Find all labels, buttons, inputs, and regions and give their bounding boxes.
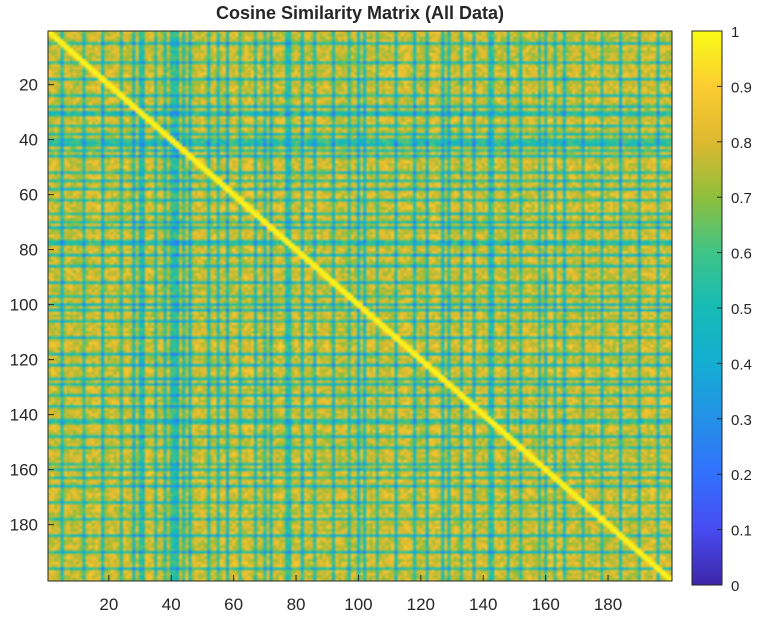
colorbar: 0 0.1 0.2 0.3 0.4 0.5 0.6 0.7 0.8 0.9 1 xyxy=(691,24,752,595)
y-tick-label: 40 xyxy=(19,131,38,150)
plot-frame xyxy=(47,30,673,582)
y-tick-label: 160 xyxy=(10,461,38,480)
chart-title: Cosine Similarity Matrix (All Data) xyxy=(216,3,504,23)
y-tick-label: 140 xyxy=(10,406,38,425)
y-tick-label: 100 xyxy=(10,296,38,315)
colorbar-tick-label: 0.2 xyxy=(731,467,752,484)
colorbar-tick-label: 0.4 xyxy=(731,356,752,373)
colorbar-tick-label: 0.6 xyxy=(731,246,752,263)
x-tick-label: 80 xyxy=(287,595,306,614)
heatmap-image xyxy=(48,31,672,581)
x-tick-label: 40 xyxy=(162,595,181,614)
colorbar-tick-label: 1 xyxy=(731,24,739,41)
x-tick-label: 60 xyxy=(224,595,243,614)
x-tick-label: 140 xyxy=(469,595,497,614)
x-tick-label: 20 xyxy=(99,595,118,614)
colorbar-tick-label: 0.1 xyxy=(731,523,752,540)
y-tick-label: 180 xyxy=(10,516,38,535)
x-tick-label: 160 xyxy=(531,595,559,614)
x-axis: 20 40 60 80 100 120 140 160 180 xyxy=(99,575,622,614)
x-tick-label: 100 xyxy=(344,595,372,614)
colorbar-tick-label: 0.8 xyxy=(731,135,752,152)
colorbar-tick-label: 0 xyxy=(731,578,739,595)
heatmap-plot-area xyxy=(47,30,673,582)
x-tick-label: 120 xyxy=(407,595,435,614)
y-tick-label: 60 xyxy=(19,186,38,205)
colorbar-tick-label: 0.3 xyxy=(731,412,752,429)
colorbar-tick-label: 0.5 xyxy=(731,301,752,318)
x-tick-label: 180 xyxy=(594,595,622,614)
colorbar-tick-label: 0.7 xyxy=(731,190,752,207)
y-axis: 20 40 60 80 100 120 140 160 180 xyxy=(10,76,54,535)
colorbar-ticks: 0 0.1 0.2 0.3 0.4 0.5 0.6 0.7 0.8 0.9 1 xyxy=(717,24,752,595)
colorbar-tick-label: 0.9 xyxy=(731,79,752,96)
y-tick-label: 20 xyxy=(19,76,38,95)
y-tick-label: 120 xyxy=(10,351,38,370)
y-tick-label: 80 xyxy=(19,241,38,260)
